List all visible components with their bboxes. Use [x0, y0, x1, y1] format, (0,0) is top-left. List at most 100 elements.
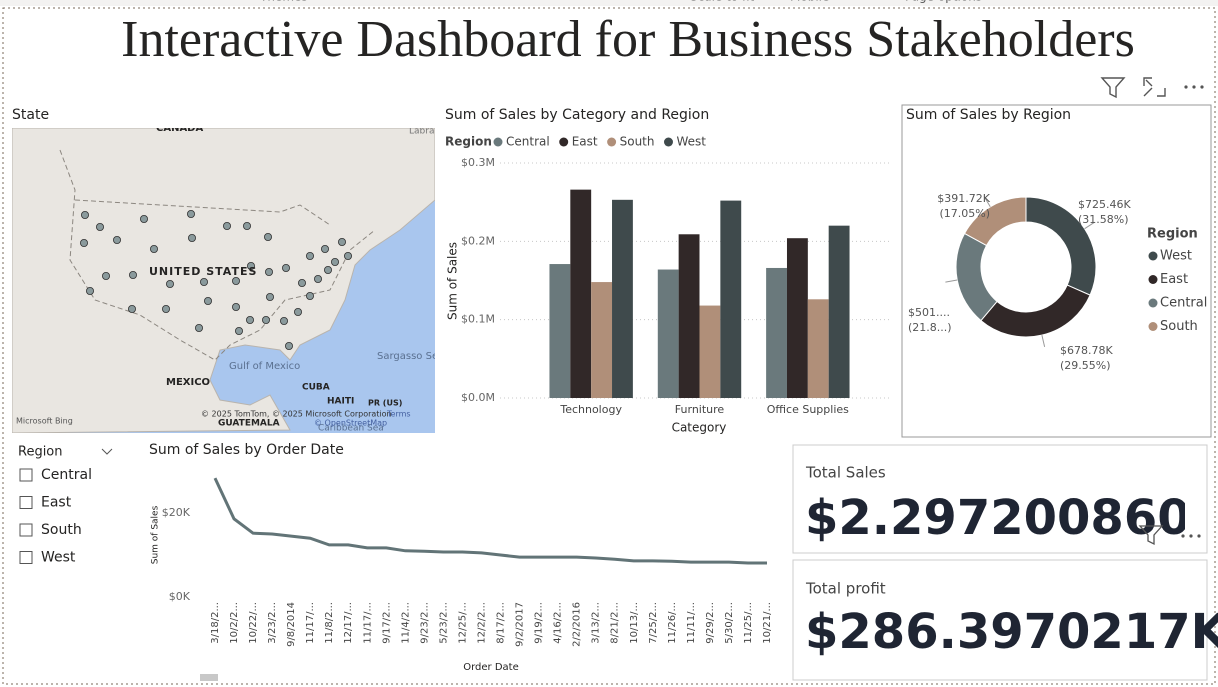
x-tick-label: 9/2/2017	[515, 602, 526, 647]
y-axis-label: Sum of Sales	[446, 242, 460, 320]
slicer-item[interactable]: West	[41, 550, 76, 566]
legend-marker	[559, 137, 569, 147]
donut-slice[interactable]	[980, 284, 1091, 338]
x-tick-label: 11/11/...	[686, 602, 697, 644]
x-tick-label: 9/29/2...	[705, 602, 716, 644]
x-tick-label: 11/4/2...	[400, 602, 411, 644]
slicer-item[interactable]: East	[41, 495, 72, 511]
y-axis-label: Sum of Sales	[151, 505, 161, 564]
bar[interactable]	[828, 225, 850, 398]
map-borders	[59, 149, 376, 361]
x-tick-label: 8/21/2...	[610, 602, 621, 644]
leader-line	[1084, 221, 1095, 230]
bar[interactable]	[657, 269, 679, 398]
card-value: $2.2972008603M	[805, 490, 1218, 546]
legend-item[interactable]: Central	[506, 135, 550, 149]
more-icon[interactable]	[1181, 534, 1201, 538]
line[interactable]	[213, 477, 767, 565]
x-tick-label: 5/23/2...	[438, 602, 449, 644]
legend-item[interactable]: West	[1160, 249, 1192, 264]
legend-item[interactable]: South	[620, 135, 655, 149]
leader-line	[983, 196, 991, 208]
bar[interactable]	[612, 199, 633, 398]
data-label: (29.55%)	[1060, 359, 1111, 372]
map-title: State	[12, 107, 49, 123]
map-label: UNITED STATES	[149, 265, 257, 278]
bar[interactable]	[766, 267, 787, 398]
bar[interactable]	[591, 282, 613, 398]
donut-slice[interactable]	[955, 232, 998, 322]
legend-marker	[607, 137, 617, 147]
data-label: $678.78K	[1060, 344, 1113, 357]
x-tick-label: 5/30/2...	[724, 602, 735, 644]
map-label: MEXICO	[166, 377, 210, 388]
chart-title: Sum of Sales by Region	[906, 107, 1071, 123]
map-label: Labra	[409, 127, 434, 137]
bar[interactable]	[570, 189, 592, 398]
legend-item[interactable]: East	[572, 135, 598, 149]
checkbox[interactable]	[19, 468, 33, 482]
data-label: $725.46K	[1078, 198, 1131, 211]
map-terms[interactable]: Terms	[386, 410, 411, 419]
checkbox[interactable]	[19, 523, 33, 537]
toolbar-item[interactable]: Scale to fit	[690, 0, 755, 4]
card-label: Total Sales	[805, 464, 886, 482]
legend-item[interactable]: South	[1160, 319, 1198, 334]
x-tick-label: Furniture	[675, 403, 725, 416]
x-tick-label: 11/26/...	[667, 602, 678, 644]
page-title: Interactive Dashboard for Business Stake…	[121, 11, 1135, 68]
card-label: Total profit	[805, 580, 886, 598]
toolbar-item[interactable]: Mobile	[790, 0, 829, 4]
x-tick-label: 8/17/2...	[496, 602, 507, 644]
data-label: (31.58%)	[1078, 213, 1129, 226]
y-tick-label: $0K	[169, 590, 191, 603]
bar[interactable]	[807, 299, 829, 398]
visual-header[interactable]	[1100, 77, 1204, 99]
x-tick-label: 9/19/2...	[534, 602, 545, 644]
donut-slice[interactable]	[963, 196, 1027, 247]
x-tick-label: 9/8/2014	[286, 602, 297, 647]
data-label: (21.8...)	[908, 321, 952, 334]
slicer-chevron[interactable]	[101, 448, 113, 455]
legend-marker	[1148, 251, 1158, 261]
legend-item[interactable]: East	[1160, 272, 1188, 287]
slicer-item[interactable]: South	[41, 522, 82, 538]
bar[interactable]	[699, 305, 721, 398]
toolbar-item[interactable]: Page options	[905, 0, 982, 4]
filter-icon[interactable]	[1100, 77, 1126, 99]
y-tick-label: $0.2M	[461, 234, 495, 247]
leader-line	[945, 279, 958, 283]
checkbox[interactable]	[19, 496, 33, 509]
more-icon[interactable]	[1184, 85, 1204, 89]
bar[interactable]	[549, 264, 571, 398]
x-tick-label: 3/23/2...	[267, 602, 278, 644]
focus-icon[interactable]	[1143, 77, 1166, 97]
legend-title: Region	[1147, 227, 1198, 242]
toolbar-item[interactable]: Themes	[259, 0, 308, 4]
map-label: CANADA	[156, 123, 203, 134]
chart-title: Sum of Sales by Category and Region	[445, 107, 709, 123]
map-attribution: © 2025 TomTom, © 2025 Microsoft Corporat…	[201, 410, 392, 419]
legend-item[interactable]: Central	[1160, 296, 1207, 311]
donut-slice[interactable]	[1025, 196, 1097, 296]
bar[interactable]	[678, 234, 700, 398]
bar[interactable]	[720, 200, 742, 398]
legend-item[interactable]: West	[676, 135, 706, 149]
checkbox[interactable]	[19, 551, 33, 564]
slicer-title: Region	[18, 445, 63, 460]
x-tick-label: 12/25/...	[457, 602, 468, 644]
filter-icon[interactable]	[1138, 525, 1164, 546]
selected-frame	[901, 104, 1212, 438]
x-tick-label: Office Supplies	[767, 403, 849, 416]
slicer-item[interactable]: Central	[41, 467, 92, 483]
legend-marker	[1148, 275, 1158, 284]
data-label: $501....	[908, 306, 950, 319]
y-tick-label: $0.1M	[461, 313, 495, 326]
legend-marker	[663, 137, 673, 147]
bar[interactable]	[786, 238, 808, 398]
card-header[interactable]	[1138, 525, 1201, 546]
scrollbar[interactable]	[200, 674, 218, 681]
map[interactable]: UNITED STATES MEXICO Gulf of Mexico Sarg…	[12, 123, 438, 434]
x-tick-label: 4/16/2...	[553, 602, 564, 644]
